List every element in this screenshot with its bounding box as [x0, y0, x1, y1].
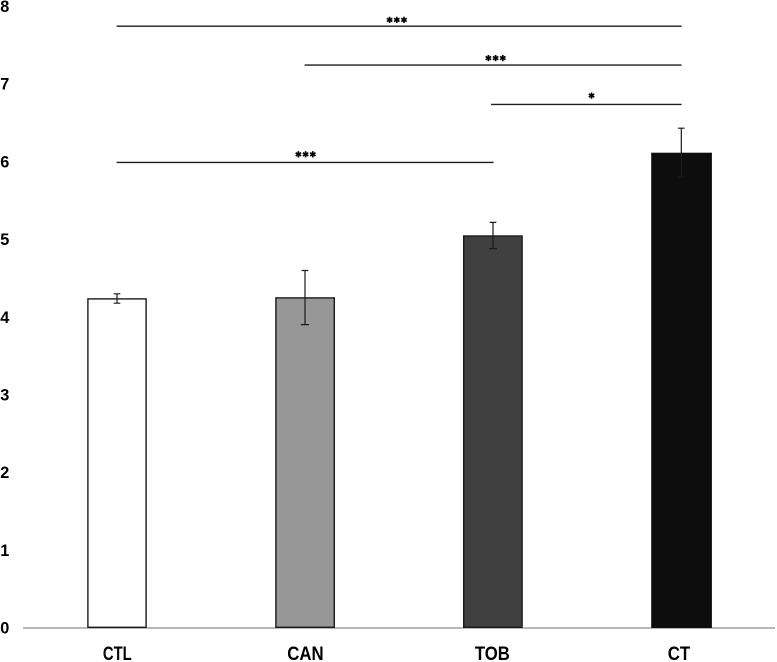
svg-text:0: 0 [0, 620, 9, 638]
svg-text:CTL: CTL [103, 643, 132, 662]
svg-text:7: 7 [0, 76, 9, 94]
svg-text:3: 3 [0, 387, 9, 405]
svg-text:8: 8 [0, 0, 9, 16]
svg-text:4: 4 [0, 309, 9, 327]
svg-text:CT: CT [668, 643, 690, 662]
svg-text:1: 1 [0, 542, 9, 560]
svg-text:6: 6 [0, 153, 9, 171]
svg-text:5: 5 [0, 231, 9, 249]
svg-text:CAN: CAN [287, 643, 323, 662]
svg-text:TOB: TOB [475, 643, 510, 662]
svg-text:2: 2 [0, 464, 9, 482]
